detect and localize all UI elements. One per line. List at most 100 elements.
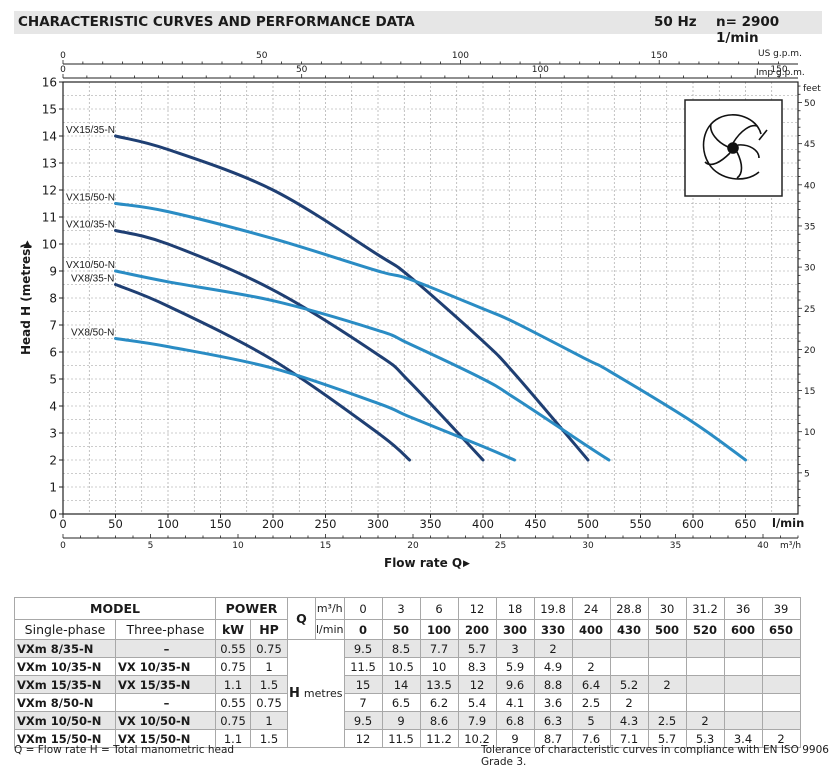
y-tick-label: 11 bbox=[42, 211, 57, 225]
q-header: Q bbox=[287, 597, 316, 640]
power-kw: 1.1 bbox=[215, 729, 251, 748]
q-m3h-cell: 39 bbox=[761, 597, 801, 620]
y-axis-title: Head H (metres) bbox=[19, 243, 33, 355]
power-kw: 0.55 bbox=[215, 639, 251, 658]
head-value-cell: 5.4 bbox=[457, 693, 497, 712]
head-value-cell: 4.3 bbox=[609, 711, 649, 730]
impgpm-axis-unit: Imp g.p.m. bbox=[756, 68, 805, 78]
y-tick-label: 6 bbox=[49, 346, 57, 360]
q-lmin-cell: 300 bbox=[495, 619, 535, 640]
head-value-cell: 8.7 bbox=[533, 729, 573, 748]
curve-label: VX8/50-N bbox=[71, 328, 114, 339]
table-row: VXm 15/35-N VX 15/35-N 1.1 1.5 15 14 13.5 12 9.6… bbox=[14, 675, 801, 694]
head-value-cell bbox=[761, 675, 801, 694]
feet-tick-label: 20 bbox=[804, 346, 816, 356]
x-tick-label: 250 bbox=[315, 517, 337, 531]
feet-tick-label: 30 bbox=[804, 264, 816, 274]
x-tick-label: 200 bbox=[262, 517, 284, 531]
feet-tick-label: 25 bbox=[804, 305, 815, 315]
power-hp: 0.75 bbox=[250, 693, 288, 712]
head-value-cell: 4.1 bbox=[495, 693, 535, 712]
head-value-cell bbox=[723, 639, 763, 658]
head-value-cell: 7 bbox=[343, 693, 383, 712]
power-kw: 0.55 bbox=[215, 693, 251, 712]
x-axis-title: Flow rate Q bbox=[384, 556, 462, 570]
power-kw: 0.75 bbox=[215, 657, 251, 676]
model-header: MODEL bbox=[14, 597, 216, 620]
head-value-cell bbox=[761, 711, 801, 730]
x-axis-arrow-icon: ▶ bbox=[463, 559, 470, 569]
three-phase-model: – bbox=[115, 639, 216, 658]
y-tick-label: 5 bbox=[49, 373, 57, 387]
y-axis-arrow-icon: ▶ bbox=[22, 240, 33, 248]
head-value-cell: 3 bbox=[495, 639, 535, 658]
usgpm-axis-unit: US g.p.m. bbox=[758, 49, 802, 59]
q-lmin-cell: 650 bbox=[761, 619, 801, 640]
power-kw: 1.1 bbox=[215, 675, 251, 694]
head-value-cell bbox=[685, 657, 725, 676]
head-value-cell: 11.2 bbox=[419, 729, 459, 748]
head-value-cell: 9.5 bbox=[343, 639, 383, 658]
three-phase-model: VX 10/50-N bbox=[115, 711, 216, 730]
curve-vx8-35-n bbox=[114, 283, 411, 462]
head-value-cell: 2.5 bbox=[571, 693, 611, 712]
page-title: CHARACTERISTIC CURVES AND PERFORMANCE DA… bbox=[18, 14, 415, 30]
y-tick-label: 9 bbox=[49, 265, 57, 279]
head-value-cell: 7.7 bbox=[419, 639, 459, 658]
head-value-cell: 11.5 bbox=[381, 729, 421, 748]
y-tick-label: 13 bbox=[42, 157, 57, 171]
m3h-tick-label: 25 bbox=[495, 541, 506, 551]
head-value-cell: 9.5 bbox=[343, 711, 383, 730]
three-phase-model: VX 15/35-N bbox=[115, 675, 216, 694]
single-phase-model: VXm 10/35-N bbox=[14, 657, 116, 676]
curve-vx10-35-n bbox=[114, 229, 485, 462]
head-value-cell: 6.2 bbox=[419, 693, 459, 712]
three-phase-model: – bbox=[115, 693, 216, 712]
x-tick-label: 600 bbox=[682, 517, 704, 531]
q-m3h-cell: 12 bbox=[457, 597, 497, 620]
y-tick-label: 0 bbox=[49, 508, 57, 522]
head-value-cell: 8.8 bbox=[533, 675, 573, 694]
curve-vx15-35-n bbox=[114, 134, 590, 462]
power-hp: 1.5 bbox=[250, 729, 288, 748]
q-lmin-cell: 50 bbox=[381, 619, 421, 640]
hp-header: HP bbox=[250, 619, 288, 640]
head-value-cell bbox=[685, 675, 725, 694]
head-value-cell: 8.5 bbox=[381, 639, 421, 658]
head-value-cell bbox=[647, 639, 687, 658]
q-m3h-cell: 24 bbox=[571, 597, 611, 620]
q-lmin-cell: 400 bbox=[571, 619, 611, 640]
curve-label: VX10/35-N bbox=[66, 220, 115, 231]
head-value-cell: 10 bbox=[419, 657, 459, 676]
head-value-cell: 5.3 bbox=[685, 729, 725, 748]
head-value-cell: 6.3 bbox=[533, 711, 573, 730]
speed-label: n= 2900 1/min bbox=[716, 14, 780, 46]
feet-tick-label: 10 bbox=[804, 428, 816, 438]
head-value-cell bbox=[647, 657, 687, 676]
q-lmin-cell: 200 bbox=[457, 619, 497, 640]
y-tick-label: 8 bbox=[49, 292, 57, 306]
y-tick-label: 4 bbox=[49, 400, 57, 414]
head-value-cell: 6.5 bbox=[381, 693, 421, 712]
m3h-tick-label: 10 bbox=[232, 541, 244, 551]
x-tick-label: 650 bbox=[735, 517, 757, 531]
kw-header: kW bbox=[215, 619, 251, 640]
head-value-cell: 2 bbox=[533, 639, 573, 658]
power-hp: 1 bbox=[250, 657, 288, 676]
head-value-cell: 9 bbox=[495, 729, 535, 748]
curve-label: VX15/50-N bbox=[66, 193, 115, 204]
m3h-tick-label: 15 bbox=[320, 541, 331, 551]
head-value-cell: 3.6 bbox=[533, 693, 573, 712]
q-m3h-cell: 19.8 bbox=[533, 597, 573, 620]
q-lmin-cell: 430 bbox=[609, 619, 649, 640]
y-tick-label: 10 bbox=[42, 238, 57, 252]
head-value-cell: 10.2 bbox=[457, 729, 497, 748]
head-value-cell: 14 bbox=[381, 675, 421, 694]
head-value-cell bbox=[761, 693, 801, 712]
impgpm-tick-label: 0 bbox=[60, 65, 66, 75]
feet-tick-label: 35 bbox=[804, 222, 815, 232]
single-phase-model: VXm 8/35-N bbox=[14, 639, 116, 658]
